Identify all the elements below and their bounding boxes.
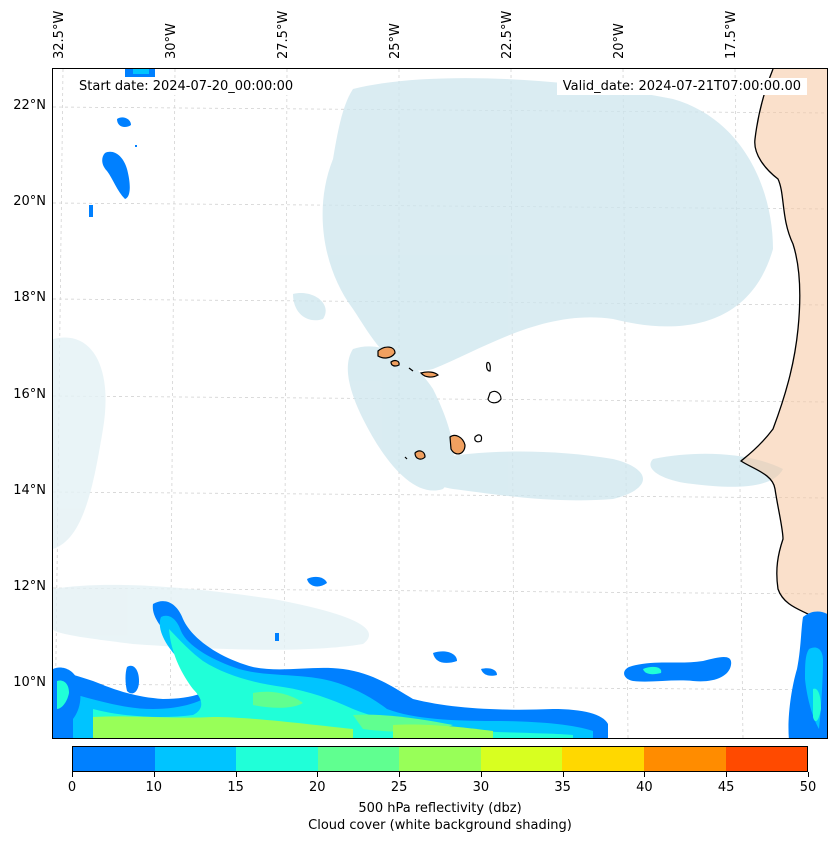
colorbar-tick-25: 25 — [390, 780, 408, 795]
colorbar-segment — [725, 747, 808, 771]
colorbar-tick-mark — [317, 772, 319, 777]
colorbar-tick-mark — [808, 772, 809, 777]
colorbar-segment — [399, 747, 481, 771]
reflectivity-colorbar — [72, 746, 808, 772]
lon-label-17.5w: 17.5°W — [724, 10, 739, 59]
colorbar-segment — [562, 747, 644, 771]
lat-label-12n: 12°N — [13, 579, 46, 594]
colorbar-tick-mark — [644, 772, 646, 777]
colorbar-tick-30: 30 — [472, 780, 490, 795]
lon-label-30w: 30°W — [164, 23, 179, 59]
lon-label-25w: 25°W — [388, 23, 403, 59]
colorbar-segment — [317, 747, 400, 771]
colorbar-tick-mark — [235, 772, 237, 777]
map-panel[interactable]: Start date: 2024-07-20_00:00:00 Valid_da… — [52, 68, 828, 739]
colorbar-tick-15: 15 — [227, 780, 244, 795]
colorbar-segment — [236, 747, 318, 771]
colorbar-sublabel: Cloud cover (white background shading) — [308, 818, 572, 833]
lon-label-20w: 20°W — [612, 23, 627, 59]
cape-verde-islands — [377, 346, 502, 460]
lat-label-22n: 22°N — [13, 98, 46, 113]
lat-label-14n: 14°N — [13, 483, 46, 498]
colorbar-tick-mark — [562, 772, 564, 777]
colorbar-segment — [154, 747, 237, 771]
lon-label-27.5w: 27.5°W — [276, 10, 291, 59]
colorbar-tick-20: 20 — [309, 780, 326, 795]
africa-land — [741, 69, 827, 614]
colorbar-tick-0: 0 — [67, 780, 77, 795]
colorbar-tick-mark — [153, 772, 155, 777]
reflectivity-field — [53, 69, 827, 738]
colorbar-tick-mark — [726, 772, 728, 777]
colorbar-tick-45: 45 — [717, 780, 735, 795]
cloud-cover — [293, 78, 783, 501]
colorbar-tick-40: 40 — [636, 780, 653, 795]
start-date-label: Start date: 2024-07-20_00:00:00 — [73, 78, 300, 95]
colorbar-tick-mark — [399, 772, 401, 777]
lat-label-16n: 16°N — [13, 387, 46, 402]
colorbar-label: 500 hPa reflectivity (dbz) — [358, 801, 522, 816]
africa-coastline — [739, 69, 827, 629]
colorbar-tick-50: 50 — [799, 780, 817, 795]
valid-date-label: Valid_date: 2024-07-21T07:00:00.00 — [556, 78, 807, 95]
lat-label-10n: 10°N — [13, 675, 46, 690]
colorbar-segment — [480, 747, 563, 771]
lat-label-20n: 20°N — [13, 194, 46, 209]
lat-label-18n: 18°N — [13, 290, 46, 305]
colorbar-segment — [643, 747, 726, 771]
colorbar-tick-mark — [480, 772, 482, 777]
map-canvas — [53, 69, 827, 738]
colorbar-tick-mark — [72, 772, 73, 777]
cloud-cover-thin — [53, 337, 369, 650]
colorbar-tick-10: 10 — [145, 780, 163, 795]
lon-label-32.5w: 32.5°W — [52, 10, 67, 59]
colorbar-segment — [73, 747, 155, 771]
colorbar-tick-35: 35 — [554, 780, 571, 795]
lon-label-22.5w: 22.5°W — [500, 10, 515, 59]
